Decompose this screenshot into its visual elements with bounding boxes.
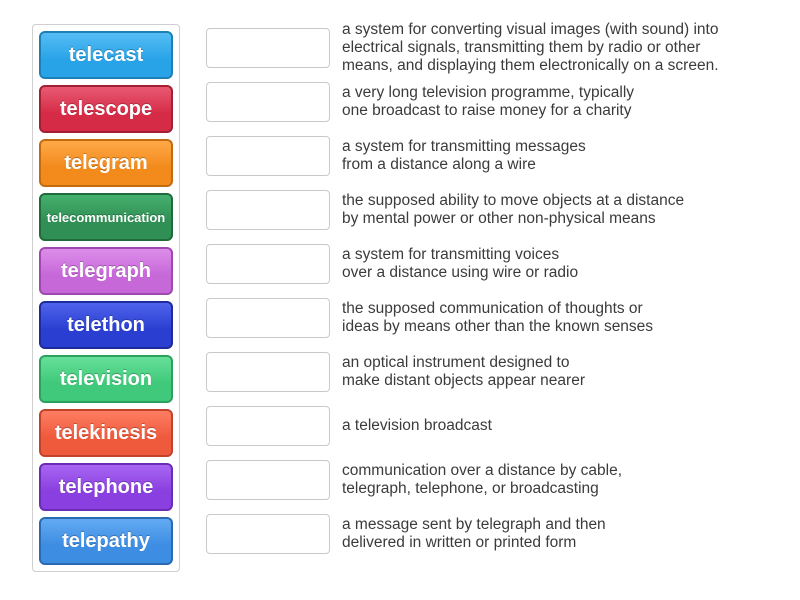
definition-line: the supposed communication of thoughts o… <box>342 300 653 318</box>
definition-line: the supposed ability to move objects at … <box>342 192 684 210</box>
definition-text: a system for transmitting voicesover a d… <box>342 246 578 283</box>
definition-line: a very long television programme, typica… <box>342 84 634 102</box>
dropzone[interactable] <box>206 244 330 284</box>
definition-text: communication over a distance by cable,t… <box>342 462 622 499</box>
definition-line: a system for transmitting messages <box>342 138 586 156</box>
definition-line: communication over a distance by cable, <box>342 462 622 480</box>
definition-line: a message sent by telegraph and then <box>342 516 606 534</box>
definitions-panel: a system for converting visual images (w… <box>206 24 719 572</box>
definition-row: a system for transmitting voicesover a d… <box>206 240 719 288</box>
definition-row: a television broadcast <box>206 402 719 450</box>
definition-row: a very long television programme, typica… <box>206 78 719 126</box>
definition-row: the supposed ability to move objects at … <box>206 186 719 234</box>
word-tile-telescope[interactable]: telescope <box>39 85 173 133</box>
definition-line: a system for converting visual images (w… <box>342 21 719 39</box>
definition-text: a system for converting visual images (w… <box>342 21 719 76</box>
dropzone[interactable] <box>206 136 330 176</box>
word-tile-telegram[interactable]: telegram <box>39 139 173 187</box>
definition-line: delivered in written or printed form <box>342 534 606 552</box>
word-tile-telegraph[interactable]: telegraph <box>39 247 173 295</box>
word-tile-telecommunication[interactable]: telecommunication <box>39 193 173 241</box>
matching-activity: telecast telescope telegram telecommunicati… <box>32 24 768 572</box>
definition-text: the supposed communication of thoughts o… <box>342 300 653 337</box>
definition-row: a system for transmitting messagesfrom a… <box>206 132 719 180</box>
definition-line: an optical instrument designed to <box>342 354 585 372</box>
definition-row: an optical instrument designed tomake di… <box>206 348 719 396</box>
word-tile-telecast[interactable]: telecast <box>39 31 173 79</box>
dropzone[interactable] <box>206 514 330 554</box>
word-tile-television[interactable]: television <box>39 355 173 403</box>
word-tile-telethon[interactable]: telethon <box>39 301 173 349</box>
definition-row: a message sent by telegraph and thendeli… <box>206 510 719 558</box>
definition-text: a television broadcast <box>342 417 492 435</box>
word-tile-telephone[interactable]: telephone <box>39 463 173 511</box>
dropzone[interactable] <box>206 82 330 122</box>
definition-line: telegraph, telephone, or broadcasting <box>342 480 622 498</box>
definition-line: a system for transmitting voices <box>342 246 578 264</box>
definition-line: make distant objects appear nearer <box>342 372 585 390</box>
definition-line: electrical signals, transmitting them by… <box>342 39 719 57</box>
dropzone[interactable] <box>206 406 330 446</box>
definition-line: means, and displaying them electronicall… <box>342 57 719 75</box>
definition-line: one broadcast to raise money for a chari… <box>342 102 634 120</box>
definition-line: a television broadcast <box>342 417 492 435</box>
dropzone[interactable] <box>206 460 330 500</box>
words-panel: telecast telescope telegram telecommunicati… <box>32 24 180 572</box>
definition-text: an optical instrument designed tomake di… <box>342 354 585 391</box>
definition-line: ideas by means other than the known sens… <box>342 318 653 336</box>
definition-row: a system for converting visual images (w… <box>206 24 719 72</box>
definition-row: the supposed communication of thoughts o… <box>206 294 719 342</box>
dropzone[interactable] <box>206 298 330 338</box>
definition-text: a system for transmitting messagesfrom a… <box>342 138 586 175</box>
definition-text: a very long television programme, typica… <box>342 84 634 121</box>
definition-text: a message sent by telegraph and thendeli… <box>342 516 606 553</box>
word-tile-telepathy[interactable]: telepathy <box>39 517 173 565</box>
dropzone[interactable] <box>206 28 330 68</box>
word-tile-telekinesis[interactable]: telekinesis <box>39 409 173 457</box>
definition-line: from a distance along a wire <box>342 156 586 174</box>
definition-text: the supposed ability to move objects at … <box>342 192 684 229</box>
definition-line: by mental power or other non-physical me… <box>342 210 684 228</box>
definition-line: over a distance using wire or radio <box>342 264 578 282</box>
definition-row: communication over a distance by cable,t… <box>206 456 719 504</box>
dropzone[interactable] <box>206 352 330 392</box>
dropzone[interactable] <box>206 190 330 230</box>
